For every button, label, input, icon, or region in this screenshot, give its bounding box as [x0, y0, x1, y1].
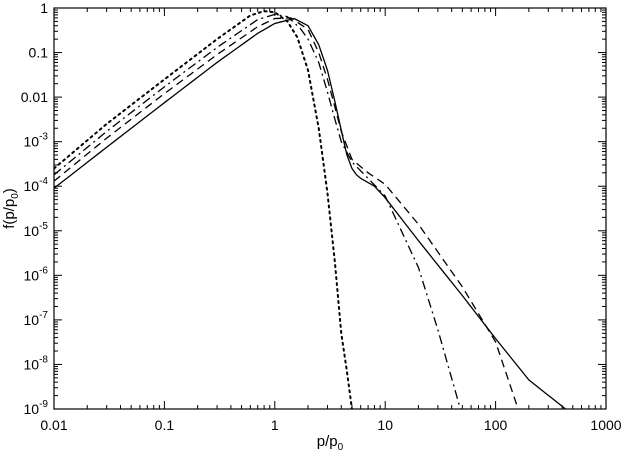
- y-tick-label: 10-5: [24, 221, 49, 239]
- series-layer: [54, 10, 566, 409]
- x-tick-label: 1: [271, 417, 279, 433]
- y-tick-label: 10-9: [24, 399, 49, 417]
- plot-area: [53, 7, 607, 410]
- x-tick-label: 0.1: [155, 417, 175, 433]
- x-axis-label: p/p0: [317, 433, 344, 453]
- y-tick-label: 10-6: [24, 265, 49, 283]
- x-tick-label: 10: [377, 417, 393, 433]
- y-axis-label-main: f(p/p: [1, 199, 18, 229]
- ticks-layer: [53, 7, 607, 410]
- x-tick-label: 0.01: [40, 417, 67, 433]
- y-axis-label-sub: 0: [10, 193, 21, 199]
- series-line-dotted: [54, 10, 353, 409]
- y-tick-label: 0.01: [21, 89, 48, 105]
- x-tick-label: 100: [484, 417, 508, 433]
- y-tick-label: 1: [40, 0, 48, 16]
- y-axis-label-close: ): [1, 188, 18, 193]
- x-axis-label-sub: 0: [338, 442, 344, 453]
- x-tick-label: 1000: [590, 417, 621, 433]
- y-tick-label: 0.1: [29, 45, 49, 61]
- y-tick-label: 10-8: [24, 354, 49, 372]
- y-tick-label: 10-3: [24, 132, 49, 150]
- y-axis-label: f(p/p0): [1, 188, 21, 229]
- x-axis-label-main: p/p: [317, 433, 338, 450]
- plot-frame: [53, 7, 607, 410]
- tick-labels: 0.01 0.1 1 10 100 1000 1 0.1 0.01 10-3 10-4 10-5 10-…: [21, 0, 622, 433]
- series-line-dash-dot: [54, 13, 462, 409]
- series-line-dashed: [54, 17, 519, 409]
- y-tick-label: 10-7: [24, 310, 49, 328]
- y-tick-label: 10-4: [24, 176, 49, 194]
